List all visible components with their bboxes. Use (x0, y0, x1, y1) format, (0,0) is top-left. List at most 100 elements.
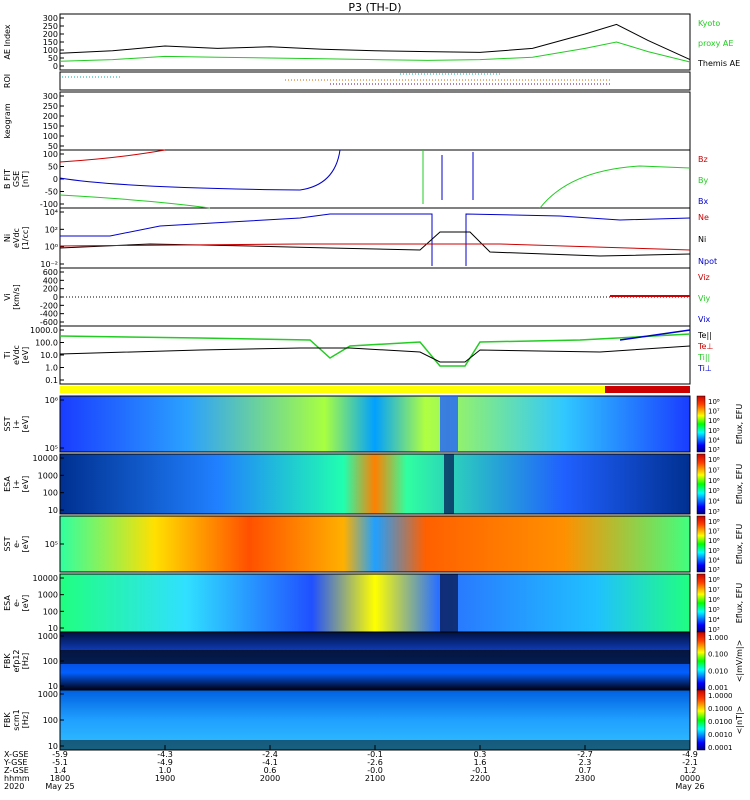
by-trace-2 (539, 165, 691, 209)
legend-ae: Themis AE (697, 59, 740, 68)
ytick-label-ti: 10.0 (40, 351, 58, 360)
ylabel-vi: [km/s] (12, 284, 21, 310)
ytick-label-ti: 100.0 (35, 339, 58, 348)
ytick-label-ni: 10² (45, 225, 58, 234)
xaxis-value: -0.0 (367, 766, 383, 775)
colorbar-tick: 10⁵ (708, 427, 720, 435)
ylabel-fbk_b: FBK (3, 712, 12, 728)
xaxis-row-label: hhmm (4, 774, 30, 783)
ylabel-esa_i: ESA (3, 476, 12, 492)
xaxis-value: -4.3 (157, 750, 173, 759)
spec-gap (440, 574, 458, 632)
ytick-label-vi: -400 (40, 310, 58, 319)
colorbar-tick: 10⁷ (708, 586, 720, 594)
colorbar-tick: 10³ (708, 566, 720, 574)
ytick-label-ni: 10⁴ (45, 208, 58, 217)
ytick-label-keogram: 50 (48, 142, 58, 151)
frame-bfit (59, 149, 691, 209)
colorbar-esa_e: 10⁸ 10⁷ 10⁶ 10⁵ 10⁴ 10³ Eflux, EFU (696, 573, 744, 634)
xaxis-value: 2.3 (579, 758, 592, 767)
colorbar-tick: 0.0100 (708, 718, 733, 726)
ytick-label-vi: 600 (43, 268, 58, 277)
colorbar-tick: 10⁴ (708, 498, 720, 506)
legend-ti: Ti|| (697, 353, 710, 362)
ylabel-sst_i: i+ (12, 420, 21, 429)
xaxis-value: 0.7 (579, 766, 592, 775)
ytick-label-ni: 10⁻² (40, 260, 58, 269)
colorbar-tick: 10⁶ (708, 417, 720, 425)
ylabel-sst_e: e- (12, 540, 21, 548)
ylabel-bfit: B FIT (3, 169, 12, 189)
line-traces (59, 73, 691, 750)
legend-ni: Npot (698, 257, 717, 266)
ylabel-esa_e: e- (12, 599, 21, 607)
ylabel-fbk_e: [Hz] (21, 653, 30, 669)
xaxis-value: 1800 (50, 774, 70, 783)
colorbar-strip (696, 395, 706, 453)
ytick-label-sst_i: 10⁵ (45, 444, 58, 453)
xaxis-value: -4.9 (157, 758, 173, 767)
ylabel-fbk_e: FBK (3, 653, 12, 669)
panel-esa_i: ESA i+ [eV] 10000 1000 100 10 (3, 453, 691, 515)
xaxis-row-label: X-GSE (4, 750, 29, 759)
legend-ti: Te⊥ (697, 342, 713, 351)
mode-bar-fast (605, 386, 690, 393)
colorbar-esa_i: 10⁸ 10⁷ 10⁶ 10⁵ 10⁴ 10³ Eflux, EFU (696, 453, 744, 516)
frame-ae (59, 13, 691, 71)
ylabel-ti: Ti (3, 352, 12, 360)
xaxis-value: -2.6 (367, 758, 383, 767)
xaxis-value: 0.3 (474, 750, 487, 759)
ytick-label-sst_i: 10⁶ (45, 396, 58, 405)
colorbar-tick: 0.0010 (708, 731, 733, 739)
colorbar-label: Eflux, EFU (735, 583, 744, 624)
legend-ni: Ne (698, 213, 709, 222)
ylabel-ni: [1/cc] (21, 227, 30, 250)
xaxis-value: -0.1 (367, 750, 383, 759)
ytick-label-vi: -200 (40, 301, 58, 310)
xaxis-value: 1.4 (54, 766, 67, 775)
frame-esa_i (59, 453, 691, 515)
time-axis-labels: X-GSEY-GSEZ-GSEhhmm2020-5.9-5.11.41800Ma… (3, 745, 705, 791)
ytick-label-esa_i: 10000 (33, 454, 58, 463)
panel-bfit: B FIT GSE [nT] 100 50 0 -50 -100 Bz By Bx (3, 149, 708, 209)
colorbar-fbk_b: 1.0000 0.1000 0.0100 0.0010 0.0001 <|nT|> (696, 689, 744, 752)
kyoto-ae-line (59, 41, 691, 63)
xaxis-value: 1.6 (474, 758, 487, 767)
ytick-label-ti: 0.1 (45, 376, 58, 385)
colorbar-strip (696, 631, 706, 691)
ytick-label-sst_e: 10⁵ (45, 540, 58, 549)
ylabel-esa_i: [eV] (21, 476, 30, 493)
ytick-label-fbk_e: 1000 (38, 632, 58, 641)
xaxis-value: -5.1 (52, 758, 68, 767)
ylabel-esa_i: i+ (12, 480, 21, 489)
ytick-label-esa_i: 100 (43, 489, 58, 498)
frame-ti (59, 325, 691, 385)
spec-gap (444, 454, 454, 514)
xaxis-value: 2200 (470, 774, 490, 783)
colorbar-label: Eflux, EFU (735, 464, 744, 505)
ytick-label-ae: 250 (43, 22, 58, 31)
ytick-label-esa_e: 10 (48, 624, 58, 633)
colorbar-tick: 10⁴ (708, 616, 720, 624)
ylabel-sst_e: SST (3, 536, 12, 551)
ytick-label-fbk_e: 10 (48, 682, 58, 691)
ytick-label-keogram: 250 (43, 102, 58, 111)
legend-bfit: Bx (698, 197, 708, 206)
bz-trace (59, 149, 166, 163)
ylabel-keogram: keogram (3, 103, 12, 138)
panel-sst_e: SST e- [eV] 10⁵ (3, 515, 691, 573)
ylabel-sst_e: [eV] (21, 536, 30, 553)
ytick-label-ae: 50 (48, 54, 58, 63)
ytick-label-bfit: 100 (43, 150, 58, 159)
xaxis-value: 1.0 (159, 766, 172, 775)
ylabel-ti: [eV] (21, 347, 30, 364)
frame-roi (59, 71, 691, 91)
colorbar-tick: 10⁷ (708, 408, 720, 416)
ytick-label-keogram: 200 (43, 112, 58, 121)
ytick-label-bfit: -50 (45, 188, 58, 197)
